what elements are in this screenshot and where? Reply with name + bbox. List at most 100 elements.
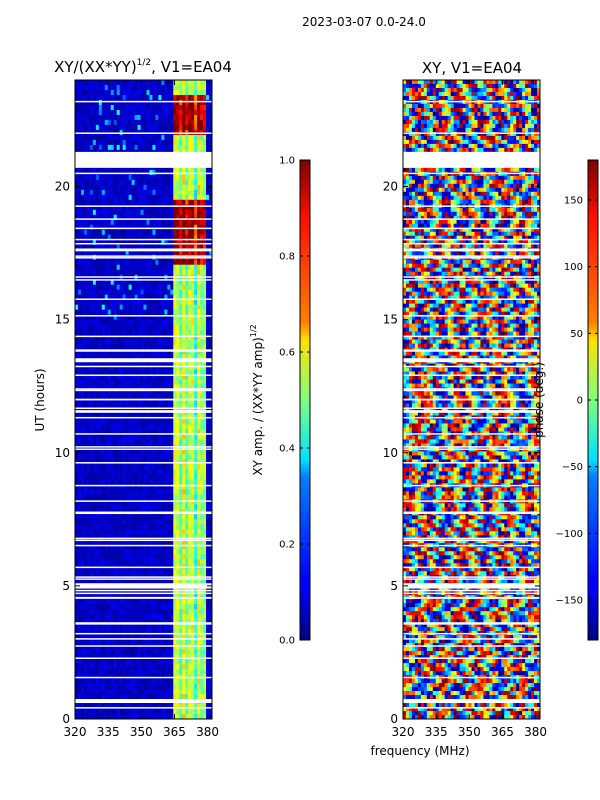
heatmap-cell	[179, 304, 183, 311]
heatmap-cell	[200, 249, 204, 256]
heatmap-cell	[194, 199, 198, 206]
heatmap-cell	[89, 524, 94, 530]
heatmap-cell	[101, 279, 106, 286]
heatmap-cell	[128, 269, 132, 276]
heatmap-cell	[101, 429, 106, 435]
heatmap-cell	[125, 504, 130, 510]
heatmap-cell	[83, 449, 88, 455]
heatmap-cell	[92, 259, 97, 266]
heatmap-cell	[197, 404, 201, 410]
heatmap-cell	[86, 309, 91, 316]
heatmap-cell	[152, 529, 156, 535]
heatmap-cell	[146, 94, 150, 101]
heatmap-cell	[86, 529, 91, 535]
heatmap-cell	[152, 579, 156, 585]
heatmap-cell	[206, 264, 210, 271]
heatmap-cell	[75, 374, 79, 380]
heatmap-cell	[176, 334, 180, 340]
heatmap-cell	[146, 579, 150, 585]
heatmap-cell	[149, 84, 153, 91]
heatmap-cell	[179, 279, 183, 286]
heatmap-cell	[110, 174, 115, 181]
heatmap-cell	[95, 309, 100, 316]
heatmap-cell	[107, 239, 112, 246]
heatmap-cell	[128, 214, 132, 221]
heatmap-cell	[206, 214, 210, 221]
heatmap-cell	[110, 169, 115, 176]
heatmap-cell	[95, 514, 100, 520]
heatmap-cell	[188, 349, 192, 355]
heatmap-cell	[137, 434, 141, 440]
heatmap-cell	[203, 499, 207, 505]
heatmap-cell	[140, 359, 144, 365]
heatmap-cell	[152, 189, 156, 196]
heatmap-cell	[128, 454, 132, 460]
heatmap-cell	[182, 544, 186, 550]
heatmap-cell	[134, 544, 138, 550]
heatmap-cell	[203, 304, 207, 311]
heatmap-cell	[104, 189, 109, 196]
heatmap-cell	[77, 529, 82, 535]
heatmap-cell	[125, 224, 130, 231]
heatmap-cell	[113, 534, 118, 540]
heatmap-cell	[128, 234, 132, 241]
heatmap-cell	[152, 539, 156, 545]
heatmap-cell	[83, 179, 88, 186]
heatmap-cell	[140, 334, 144, 340]
heatmap-cell	[191, 394, 195, 400]
heatmap-cell	[170, 264, 174, 271]
heatmap-cell	[206, 529, 210, 535]
heatmap-cell	[137, 299, 141, 306]
heatmap-cell	[95, 319, 100, 326]
heatmap-cell	[152, 514, 156, 520]
heatmap-cell	[77, 334, 82, 340]
heatmap-cell	[203, 244, 207, 251]
heatmap-cell	[140, 299, 144, 306]
heatmap-cell	[143, 234, 147, 241]
heatmap-cell	[146, 609, 150, 615]
heatmap-cell	[110, 279, 115, 286]
heatmap-cell	[149, 569, 153, 575]
heatmap-cell	[194, 529, 198, 535]
heatmap-cell	[131, 80, 135, 86]
heatmap-cell	[206, 439, 210, 445]
heatmap-cell	[146, 544, 150, 550]
heatmap-cell	[101, 119, 106, 126]
heatmap-cell	[203, 144, 207, 151]
heatmap-cell	[152, 89, 156, 96]
heatmap-cell	[188, 384, 192, 390]
heatmap-cell	[149, 324, 153, 331]
heatmap-cell	[104, 329, 109, 335]
heatmap-cell	[75, 184, 79, 191]
heatmap-cell	[173, 329, 177, 335]
heatmap-cell	[98, 479, 103, 485]
heatmap-cell	[107, 219, 112, 226]
heatmap-cell	[152, 494, 156, 500]
heatmap-cell	[89, 369, 94, 375]
heatmap-cell	[116, 324, 121, 331]
heatmap-cell	[188, 454, 192, 460]
heatmap-cell	[209, 334, 213, 340]
heatmap-cell	[107, 334, 112, 340]
heatmap-cell	[173, 559, 177, 565]
heatmap-cell	[95, 604, 100, 610]
heatmap-cell	[134, 579, 138, 585]
heatmap-cell	[140, 234, 144, 241]
heatmap-cell	[101, 189, 106, 196]
heatmap-cell	[137, 379, 141, 385]
heatmap-cell	[77, 449, 82, 455]
heatmap-cell	[122, 184, 127, 191]
heatmap-cell	[170, 289, 174, 296]
heatmap-cell	[161, 344, 165, 350]
heatmap-cell	[95, 419, 100, 425]
heatmap-cell	[80, 394, 85, 400]
heatmap-cell	[131, 249, 135, 256]
heatmap-cell	[164, 304, 168, 311]
heatmap-cell	[89, 484, 94, 490]
heatmap-cell	[110, 119, 115, 126]
heatmap-cell	[107, 454, 112, 460]
heatmap-cell	[83, 109, 88, 116]
heatmap-cell	[185, 309, 189, 316]
heatmap-cell	[137, 579, 141, 585]
heatmap-cell	[122, 169, 127, 176]
